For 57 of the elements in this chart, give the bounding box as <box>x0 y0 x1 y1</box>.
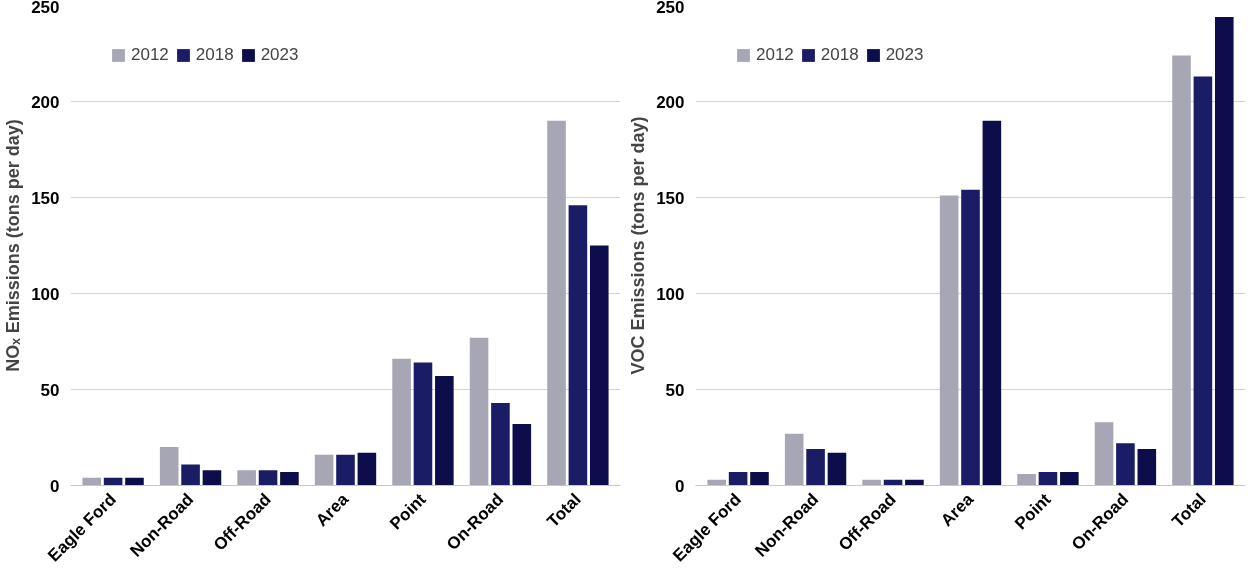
bar <box>1172 55 1191 486</box>
bar <box>125 477 144 486</box>
y-tick-label: 100 <box>656 284 685 304</box>
bar <box>827 452 847 486</box>
bar <box>159 447 179 486</box>
y-axis-title: NOₓ Emissions (tons per day) <box>3 119 24 372</box>
legend-label: 2023 <box>885 45 924 65</box>
bar <box>435 376 454 486</box>
bar <box>568 205 588 486</box>
legend-label: 2012 <box>756 45 794 65</box>
y-tick-label: 150 <box>656 188 685 208</box>
bar <box>181 464 200 486</box>
legend-label: 2012 <box>131 45 169 65</box>
bar <box>237 470 256 486</box>
legend-label: 2018 <box>820 45 859 65</box>
bar <box>1017 473 1036 486</box>
bar <box>1137 449 1157 486</box>
y-tick-label: 200 <box>31 92 60 112</box>
bar <box>1116 443 1135 486</box>
y-tick-label: 250 <box>31 0 60 17</box>
legend-label: 2018 <box>195 45 234 65</box>
y-tick-label: 0 <box>675 476 685 496</box>
bar <box>82 477 102 486</box>
y-tick-label: 50 <box>665 380 685 400</box>
bar <box>413 362 433 486</box>
bar <box>392 358 411 486</box>
bar <box>982 120 1002 486</box>
bar <box>806 449 825 486</box>
bar <box>258 470 278 486</box>
bar <box>469 337 489 486</box>
bar <box>1060 472 1079 486</box>
legend-label: 2023 <box>260 45 299 65</box>
bar <box>589 245 609 486</box>
bar <box>1038 472 1058 486</box>
bar <box>1214 17 1234 486</box>
bar <box>357 452 377 486</box>
bar <box>547 120 566 486</box>
bar <box>1193 76 1213 486</box>
y-tick-label: 200 <box>656 92 685 112</box>
bar <box>491 402 510 486</box>
bar <box>1094 422 1114 486</box>
bar <box>728 472 748 486</box>
bar <box>512 424 532 486</box>
bar <box>336 454 355 486</box>
y-tick-label: 50 <box>40 380 60 400</box>
bar <box>280 472 299 486</box>
bar <box>314 454 334 486</box>
bar <box>202 470 222 486</box>
bar <box>939 195 959 486</box>
y-axis-title: VOC Emissions (tons per day) <box>628 116 649 375</box>
bar <box>961 189 980 486</box>
y-tick-label: 150 <box>31 188 60 208</box>
y-tick-label: 0 <box>50 476 60 496</box>
y-tick-label: 100 <box>31 284 60 304</box>
bar <box>750 472 769 486</box>
bar <box>784 433 804 486</box>
y-tick-label: 250 <box>656 0 685 17</box>
